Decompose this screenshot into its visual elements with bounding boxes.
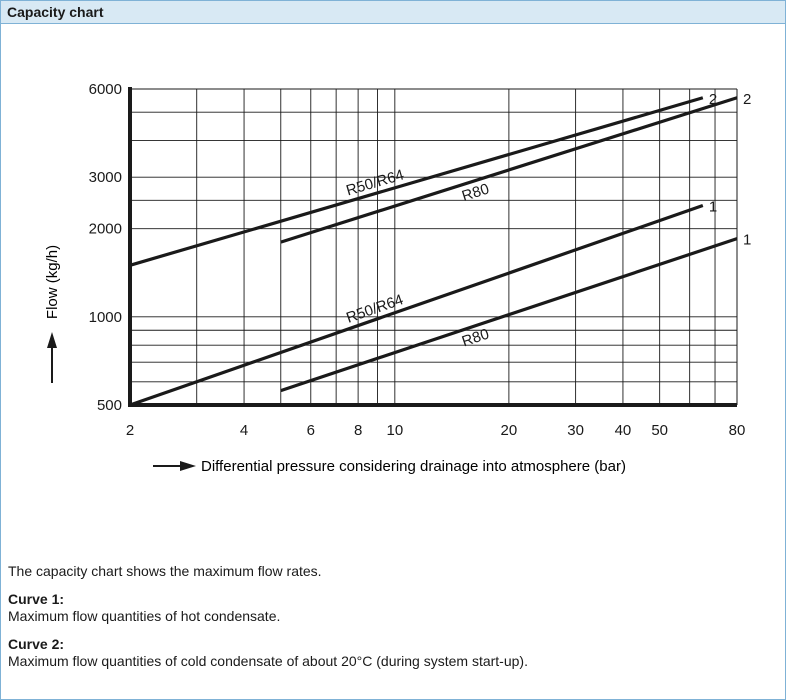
y-tick-label: 2000 (89, 221, 122, 238)
y-tick-label: 1000 (89, 309, 122, 326)
y-tick-labels: 500 1000 2000 3000 6000 (89, 81, 122, 414)
y-tick-label: 500 (97, 397, 122, 414)
series-line (129, 96, 704, 267)
x-axis-arrow (153, 461, 196, 471)
chart-axes (128, 87, 738, 407)
chart-notes: The capacity chart shows the maximum flo… (8, 563, 778, 670)
curve-number-label: 1 (709, 199, 717, 216)
x-tick-label: 6 (307, 422, 315, 439)
x-tick-labels: 2 4 6 8 10 20 30 40 50 80 (126, 422, 746, 439)
x-axis-label: Differential pressure considering draina… (201, 458, 626, 475)
x-tick-label: 10 (386, 422, 403, 439)
series-line (280, 96, 738, 244)
curve-number-label: 2 (709, 91, 717, 108)
y-axis-label: Flow (kg/h) (44, 245, 61, 319)
y-tick-label: 3000 (89, 169, 122, 186)
y-tick-label: 6000 (89, 81, 122, 98)
curve2-heading: Curve 2: (8, 636, 65, 652)
curve-number-label: 2 (743, 91, 751, 108)
panel-title: Capacity chart (1, 1, 785, 24)
curve-number-label: 1 (743, 232, 751, 249)
y-axis-arrow (47, 332, 57, 383)
capacity-chart: 2 4 6 8 10 20 30 40 50 80 500 1000 2000 3000 6000 R50… (44, 81, 751, 475)
series-line (129, 204, 704, 407)
x-tick-label: 40 (615, 422, 632, 439)
x-tick-label: 4 (240, 422, 248, 439)
x-tick-label: 8 (354, 422, 362, 439)
x-tick-label: 20 (501, 422, 518, 439)
x-tick-label: 2 (126, 422, 134, 439)
curve1-text: Maximum flow quantities of hot condensat… (8, 608, 281, 624)
curve2-text: Maximum flow quantities of cold condensa… (8, 653, 528, 669)
notes-intro: The capacity chart shows the maximum flo… (8, 563, 322, 579)
x-tick-label: 50 (651, 422, 668, 439)
x-tick-label: 30 (567, 422, 584, 439)
curve1-heading: Curve 1: (8, 591, 65, 607)
series-lines (129, 96, 738, 407)
series-line (280, 237, 738, 393)
chart-grid (130, 89, 737, 405)
x-tick-label: 80 (729, 422, 746, 439)
